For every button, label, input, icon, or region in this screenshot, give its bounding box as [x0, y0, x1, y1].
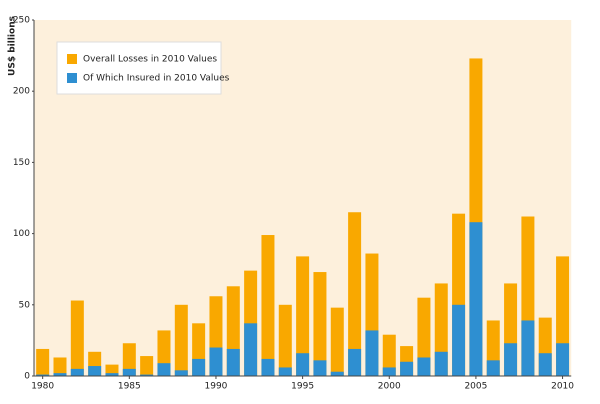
x-tick-label: 1985	[118, 382, 141, 392]
legend-label: Overall Losses in 2010 Values	[83, 55, 217, 65]
bar	[226, 348, 240, 376]
bar	[400, 361, 414, 376]
bar	[296, 353, 310, 376]
bar	[157, 363, 171, 376]
bar	[538, 353, 552, 376]
bar	[434, 351, 448, 376]
bar	[261, 358, 275, 376]
bar	[417, 297, 431, 376]
bar	[452, 304, 466, 376]
bar	[330, 371, 344, 376]
legend-swatch	[67, 54, 77, 64]
y-tick-label: 150	[13, 158, 30, 168]
bar	[244, 323, 258, 376]
x-tick-label: 1995	[291, 382, 314, 392]
bar	[313, 272, 327, 376]
y-tick-label: 50	[19, 300, 31, 310]
bar	[382, 367, 396, 376]
bar	[296, 256, 310, 376]
bar	[174, 370, 188, 376]
bar	[192, 358, 206, 376]
x-tick-label: 2010	[551, 382, 574, 392]
bar	[174, 304, 188, 376]
bar	[486, 360, 500, 376]
bar	[521, 320, 535, 376]
x-tick-label: 2000	[378, 382, 401, 392]
bar	[140, 374, 154, 376]
bar	[365, 330, 379, 376]
bar	[278, 304, 292, 376]
bar	[70, 300, 84, 376]
bar	[53, 373, 67, 376]
x-tick-label: 1980	[31, 382, 54, 392]
bar	[36, 348, 50, 376]
x-tick-label: 1990	[205, 382, 228, 392]
bar	[417, 357, 431, 376]
bar	[278, 367, 292, 376]
bar	[209, 347, 223, 376]
y-tick-label: 200	[13, 87, 30, 97]
bar	[348, 212, 362, 376]
bar	[382, 334, 396, 376]
x-tick-label: 2005	[464, 382, 487, 392]
bar	[88, 366, 102, 376]
bar	[140, 356, 154, 376]
bar	[313, 360, 327, 376]
bar	[70, 368, 84, 376]
bar	[36, 374, 50, 376]
bar	[261, 235, 275, 376]
legend-box	[56, 41, 222, 95]
y-axis-label: US$ billions	[8, 16, 18, 76]
bar	[122, 368, 136, 376]
bar	[330, 307, 344, 376]
bar	[504, 343, 518, 376]
bar	[105, 373, 119, 376]
bar	[53, 357, 67, 376]
bar	[348, 348, 362, 376]
bar	[105, 364, 119, 376]
y-tick-label: 0	[24, 372, 30, 382]
legend-label: Of Which Insured in 2010 Values	[83, 74, 230, 84]
y-tick-label: 250	[13, 16, 30, 26]
bar	[556, 343, 570, 376]
bar	[122, 343, 136, 376]
bar	[469, 222, 483, 376]
legend-swatch	[67, 73, 77, 83]
y-tick-label: 100	[13, 229, 30, 239]
